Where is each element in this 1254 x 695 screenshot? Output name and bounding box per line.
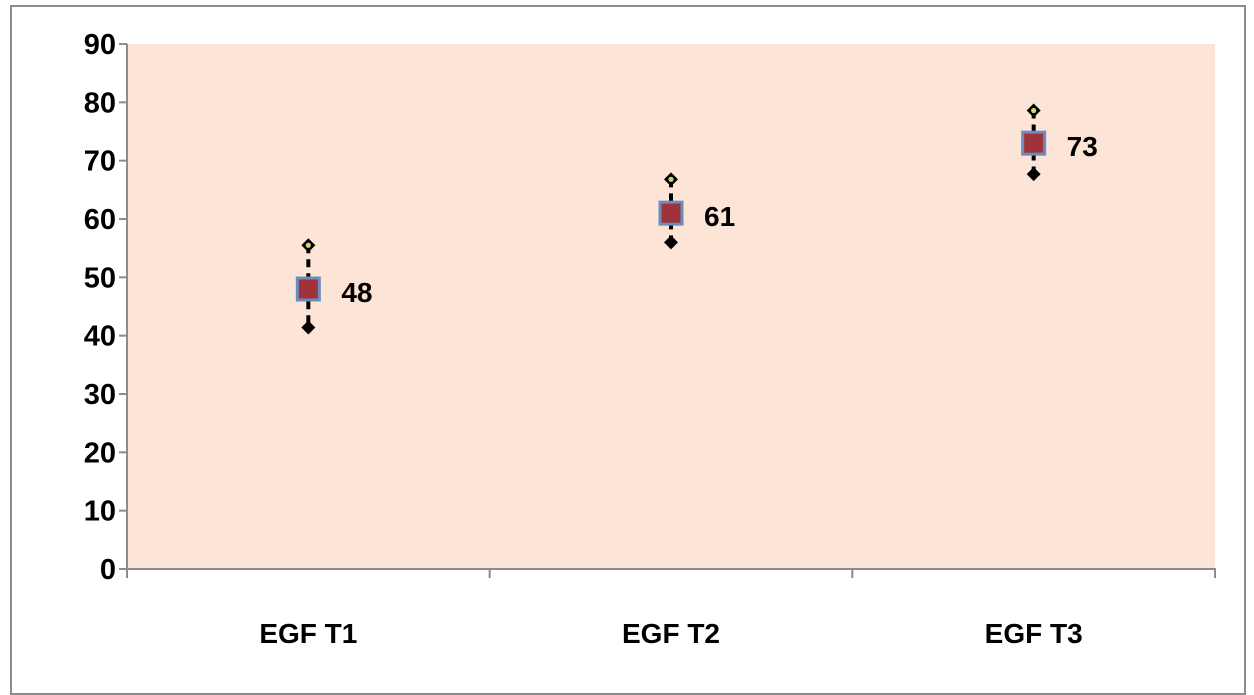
mean-square-marker <box>295 276 321 302</box>
y-tick-label: 50 <box>84 262 116 294</box>
y-tick-label: 30 <box>84 379 116 411</box>
lower-diamond-marker <box>301 320 316 335</box>
upper-diamond-center <box>668 176 674 182</box>
y-tick-label: 80 <box>84 87 116 119</box>
scatter-chart: 0 10 20 30 40 50 60 70 80 90 EGF T1 EGF T2 EGF T3 48 6… <box>84 29 1216 649</box>
y-tick-label: 60 <box>84 204 116 236</box>
plot-area <box>127 44 1215 569</box>
data-label: 61 <box>704 201 735 232</box>
y-tick-label: 70 <box>84 146 116 178</box>
lower-diamond-marker <box>1026 167 1041 182</box>
upper-diamond-center <box>305 242 311 248</box>
data-label: 48 <box>341 277 372 308</box>
y-tick-label: 20 <box>84 437 116 469</box>
y-tick-label: 90 <box>84 29 116 61</box>
y-tick-label: 40 <box>84 321 116 353</box>
mean-square-marker <box>658 200 684 226</box>
x-tick-label: EGF T2 <box>622 618 720 649</box>
x-tick-label: EGF T1 <box>259 618 357 649</box>
lower-diamond-marker <box>664 235 678 250</box>
data-label: 73 <box>1067 131 1098 162</box>
x-tick-label: EGF T3 <box>985 618 1083 649</box>
y-tick-label: 10 <box>84 496 116 528</box>
mean-square-marker <box>1021 130 1047 156</box>
y-tick-label: 0 <box>100 554 116 586</box>
upper-diamond-center <box>1031 107 1037 114</box>
